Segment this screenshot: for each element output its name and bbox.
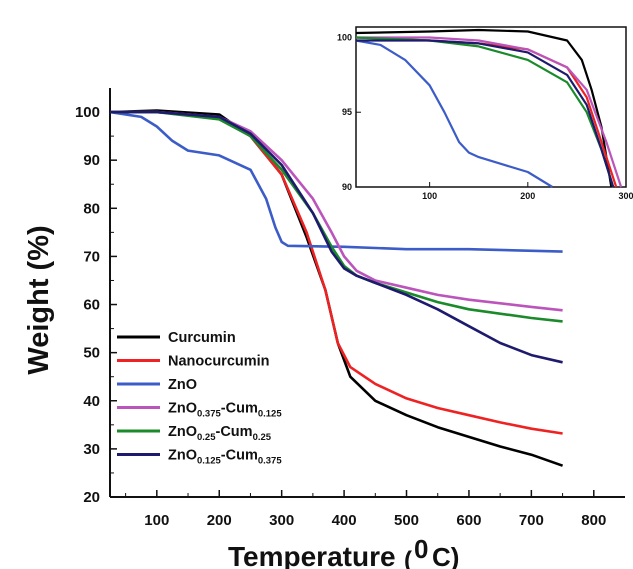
y-tick-label: 20 <box>83 489 100 506</box>
y-tick-label: 50 <box>83 345 100 362</box>
y-tick-label: 90 <box>83 152 100 169</box>
y-tick-label: 70 <box>83 248 100 265</box>
x-tick-label: 300 <box>269 512 294 529</box>
inset-y-tick-label: 90 <box>342 182 352 192</box>
inset-x-tick-label: 200 <box>520 191 535 201</box>
legend-label: ZnO0.125-Cum0.375 <box>168 448 282 467</box>
series-line <box>110 110 563 364</box>
inset-frame <box>355 26 627 188</box>
svg-text:0: 0 <box>414 534 428 564</box>
legend-label: ZnO0.25-Cum0.25 <box>168 424 272 443</box>
inset-y-tick-label: 95 <box>342 107 352 117</box>
x-tick-label: 500 <box>394 512 419 529</box>
series-line <box>109 110 563 253</box>
x-axis-title: Temperature <box>228 541 396 569</box>
y-tick-label: 40 <box>83 393 100 410</box>
series-line <box>110 110 563 323</box>
inset-x-tick-label: 100 <box>422 191 437 201</box>
inset-series-line <box>355 28 613 188</box>
y-axis-title: Weight (%) <box>23 225 55 374</box>
y-tick-label: 30 <box>83 441 100 458</box>
inset-y-tick-label: 100 <box>337 32 352 42</box>
x-tick-label: 700 <box>519 512 544 529</box>
legend-label: Curcumin <box>168 330 236 346</box>
svg-text:C): C) <box>432 542 459 569</box>
inset-series-line <box>356 39 615 188</box>
svg-text:(: ( <box>404 547 412 569</box>
legend-label: Nanocurcumin <box>168 354 270 370</box>
x-tick-label: 400 <box>332 512 357 529</box>
y-tick-label: 80 <box>83 200 100 217</box>
x-tick-label: 800 <box>581 512 606 529</box>
inset-series-line <box>356 36 623 188</box>
main-plot: 100 200 300 400 500 600 700 800 20 30 40 50 60 70 80 90… <box>75 88 625 529</box>
legend: Curcumin Nanocurcumin ZnO ZnO0.375-Cum0.125… <box>117 330 282 467</box>
inset-plot: 100 200 300 90 95 100 <box>337 26 633 201</box>
x-tick-label: 100 <box>144 512 169 529</box>
x-tick-label: 200 <box>207 512 232 529</box>
legend-label: ZnO <box>168 377 197 393</box>
x-tick-label: 600 <box>456 512 481 529</box>
x-axis-unit: ( 0 C) <box>404 534 459 569</box>
inset-x-tick-label: 300 <box>618 191 633 201</box>
y-tick-label: 100 <box>75 104 100 121</box>
inset-series-line <box>355 39 553 188</box>
legend-label: ZnO0.375-Cum0.125 <box>168 401 282 420</box>
y-tick-label: 60 <box>83 297 100 314</box>
